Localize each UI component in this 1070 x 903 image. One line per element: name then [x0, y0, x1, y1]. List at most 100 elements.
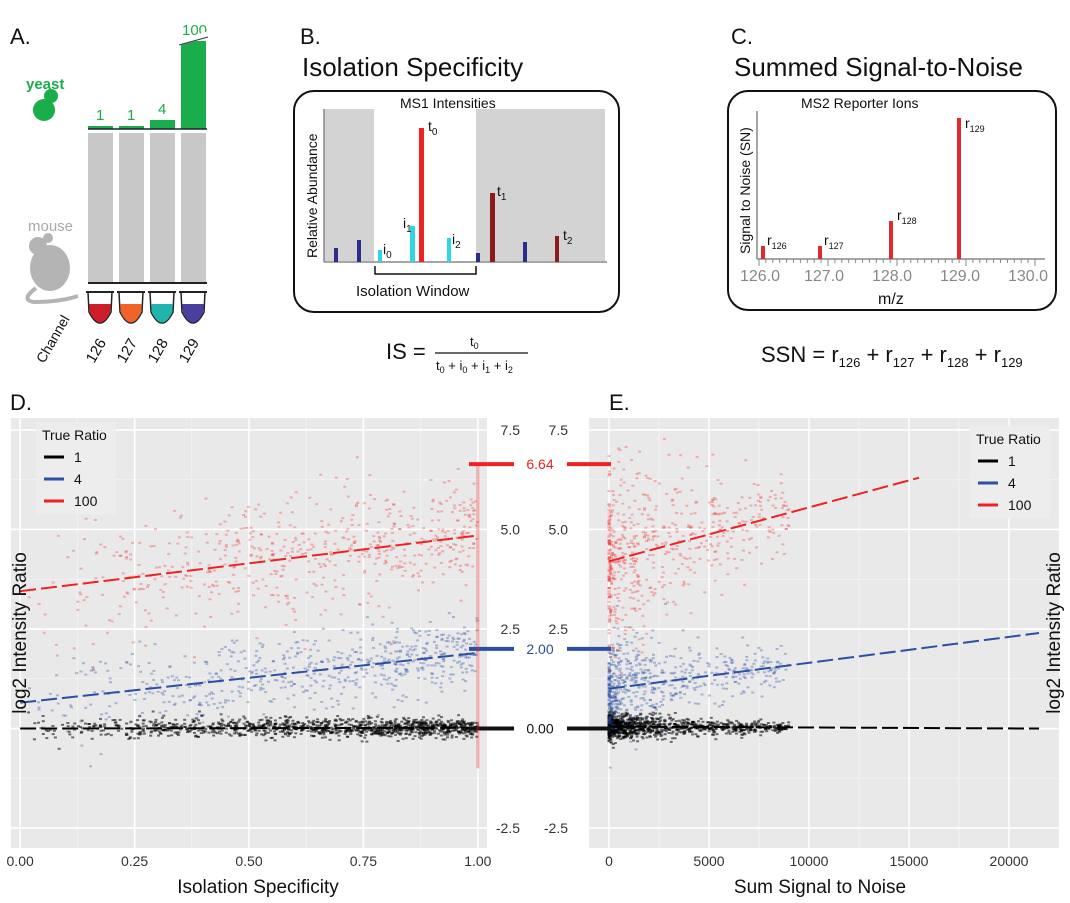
point: [50, 709, 54, 712]
point: [474, 524, 478, 527]
point: [637, 579, 641, 582]
point: [124, 551, 128, 554]
point: [397, 723, 401, 726]
point: [197, 595, 201, 598]
point: [615, 604, 619, 607]
point: [754, 723, 758, 726]
point: [722, 700, 726, 703]
point: [460, 633, 464, 636]
point: [617, 661, 621, 663]
point: [320, 722, 324, 724]
point: [741, 636, 745, 639]
point: [607, 723, 611, 726]
point: [468, 547, 472, 549]
point: [218, 701, 222, 704]
point: [613, 695, 617, 698]
point: [323, 546, 327, 549]
point: [222, 723, 226, 726]
point: [615, 703, 619, 706]
point: [608, 656, 612, 659]
point: [267, 558, 271, 561]
point: [721, 687, 725, 690]
point: [454, 558, 458, 561]
point: [389, 735, 393, 738]
point: [611, 653, 615, 655]
point: [153, 578, 157, 581]
point: [186, 535, 190, 538]
point: [440, 728, 444, 731]
point: [386, 682, 390, 685]
point: [784, 668, 788, 671]
point: [108, 677, 112, 680]
point: [382, 733, 386, 736]
point: [613, 733, 617, 736]
point: [772, 531, 776, 534]
point: [611, 509, 615, 512]
point: [610, 733, 614, 736]
point: [679, 454, 683, 457]
point: [308, 697, 312, 700]
point: [621, 737, 625, 740]
point: [679, 657, 683, 660]
y-tick-label: 2.5: [501, 621, 521, 637]
point: [616, 706, 620, 709]
point: [712, 721, 716, 724]
point: [611, 743, 615, 746]
point: [715, 720, 719, 723]
point: [394, 733, 397, 736]
point: [663, 733, 667, 736]
point: [622, 481, 626, 484]
point: [274, 732, 278, 735]
point: [632, 679, 636, 682]
point: [639, 668, 643, 671]
point: [320, 661, 324, 663]
point: [149, 686, 153, 689]
point: [355, 671, 358, 674]
point: [239, 651, 243, 654]
point: [226, 715, 230, 718]
point: [614, 707, 618, 710]
point: [727, 729, 731, 732]
point: [394, 650, 398, 653]
y-tick-label: -2.5: [496, 820, 520, 836]
point: [627, 546, 631, 549]
y-tick-label: 2.5: [549, 621, 569, 637]
point: [128, 737, 132, 739]
point: [618, 676, 622, 679]
point: [614, 555, 618, 558]
point: [690, 730, 694, 733]
point: [257, 729, 261, 732]
point: [640, 651, 644, 654]
point: [653, 480, 657, 483]
point: [362, 717, 366, 720]
point: [167, 734, 170, 737]
point: [615, 735, 619, 738]
point: [473, 721, 477, 724]
point: [137, 665, 140, 668]
point: [400, 674, 404, 677]
point: [37, 701, 40, 704]
point: [607, 703, 611, 705]
point: [673, 692, 677, 695]
channel-number: 126: [83, 336, 110, 366]
point: [391, 531, 394, 534]
point: [434, 549, 438, 552]
point: [377, 521, 381, 524]
point: [607, 732, 611, 735]
point: [250, 545, 254, 548]
point: [294, 618, 298, 621]
point: [637, 727, 641, 730]
point: [318, 724, 322, 727]
point: [724, 661, 728, 663]
point: [388, 508, 392, 510]
point: [373, 720, 377, 723]
point: [429, 720, 433, 723]
point: [608, 669, 612, 672]
point: [104, 662, 108, 665]
point: [449, 722, 453, 725]
point: [643, 732, 647, 735]
point: [217, 721, 220, 724]
point: [617, 547, 621, 550]
point: [752, 662, 756, 665]
point: [267, 724, 271, 727]
